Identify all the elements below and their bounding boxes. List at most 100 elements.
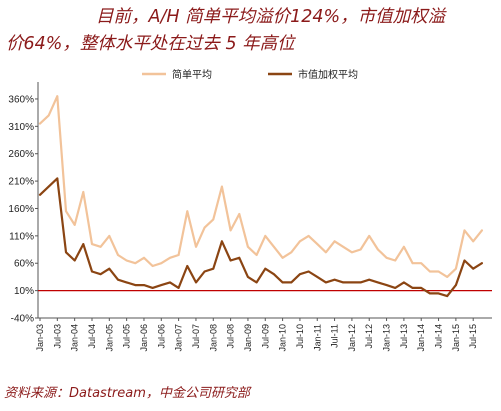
data-point-cap-weighted-average bbox=[186, 265, 189, 267]
headline-line-2: 价64%，整体水平处在过去 5 年高位 bbox=[6, 34, 295, 54]
data-point-simple-average bbox=[39, 122, 41, 125]
y-tick-label: -40% bbox=[11, 314, 34, 325]
data-point-simple-average bbox=[247, 245, 249, 248]
data-point-cap-weighted-average bbox=[91, 270, 93, 273]
data-point-cap-weighted-average bbox=[333, 278, 336, 281]
data-point-cap-weighted-average bbox=[377, 281, 379, 284]
x-tick-label: Jan-07 bbox=[174, 324, 184, 352]
data-point-simple-average bbox=[342, 245, 345, 248]
data-point-simple-average bbox=[333, 240, 336, 243]
data-point-simple-average bbox=[359, 248, 362, 251]
series-line-cap-weighted-average bbox=[38, 177, 483, 298]
data-point-cap-weighted-average bbox=[238, 256, 241, 259]
data-point-cap-weighted-average bbox=[368, 278, 371, 281]
data-point-simple-average bbox=[238, 213, 241, 215]
data-point-simple-average bbox=[143, 256, 145, 259]
data-point-simple-average bbox=[351, 251, 353, 254]
data-point-simple-average bbox=[411, 262, 414, 265]
x-tick-label: Jan-13 bbox=[382, 324, 392, 352]
data-point-cap-weighted-average bbox=[273, 273, 275, 276]
data-point-simple-average bbox=[203, 226, 206, 229]
data-point-cap-weighted-average bbox=[203, 270, 206, 273]
data-point-cap-weighted-average bbox=[264, 267, 267, 270]
data-point-cap-weighted-average bbox=[229, 259, 232, 262]
data-point-cap-weighted-average bbox=[247, 276, 249, 278]
x-tick-label: Jul-03 bbox=[52, 324, 62, 349]
data-point-cap-weighted-average bbox=[299, 273, 301, 276]
x-tick-label: Jul-10 bbox=[295, 324, 305, 349]
data-point-cap-weighted-average bbox=[402, 281, 405, 284]
data-point-simple-average bbox=[480, 229, 483, 232]
series-line-simple-average bbox=[38, 95, 483, 278]
x-tick-label: Jul-04 bbox=[87, 324, 97, 349]
data-point-cap-weighted-average bbox=[428, 292, 431, 295]
data-point-cap-weighted-average bbox=[316, 276, 319, 278]
data-point-simple-average bbox=[65, 210, 67, 213]
data-point-cap-weighted-average bbox=[151, 286, 154, 289]
data-point-cap-weighted-average bbox=[73, 259, 76, 262]
data-point-cap-weighted-average bbox=[437, 292, 440, 295]
data-point-simple-average bbox=[125, 259, 128, 262]
data-point-simple-average bbox=[177, 254, 180, 256]
data-point-simple-average bbox=[368, 234, 371, 237]
data-point-simple-average bbox=[377, 248, 379, 251]
data-point-simple-average bbox=[186, 210, 189, 213]
x-tick-label: Jan-14 bbox=[416, 324, 426, 352]
data-point-cap-weighted-average bbox=[82, 243, 85, 245]
data-point-cap-weighted-average bbox=[351, 281, 353, 284]
x-tick-label: Jul-05 bbox=[122, 324, 132, 349]
y-tick-label: 360% bbox=[8, 94, 34, 105]
data-point-simple-average bbox=[255, 254, 258, 256]
data-point-cap-weighted-average bbox=[281, 281, 284, 284]
x-tick-label: Jul-06 bbox=[156, 324, 166, 349]
data-point-simple-average bbox=[108, 234, 111, 237]
data-point-simple-average bbox=[402, 245, 405, 248]
source-note: 资料来源：Datastream，中金公司研究部 bbox=[4, 386, 250, 401]
data-point-simple-average bbox=[47, 114, 50, 117]
data-point-cap-weighted-average bbox=[134, 284, 137, 287]
x-tick-label: Jan-15 bbox=[451, 324, 461, 352]
data-point-cap-weighted-average bbox=[56, 177, 59, 180]
x-tick-label: Jul-14 bbox=[434, 324, 444, 349]
data-point-simple-average bbox=[134, 262, 137, 265]
headline: 目前，A/H 简单平均溢价124%，市值加权溢 价64%，整体水平处在过去 5 … bbox=[6, 4, 496, 58]
data-point-simple-average bbox=[212, 218, 215, 221]
data-point-simple-average bbox=[99, 245, 102, 248]
data-point-cap-weighted-average bbox=[47, 185, 50, 188]
x-tick-label: Jan-12 bbox=[347, 324, 357, 352]
data-point-simple-average bbox=[463, 229, 466, 232]
data-point-cap-weighted-average bbox=[125, 281, 128, 284]
y-tick-label: 260% bbox=[8, 149, 34, 160]
data-point-cap-weighted-average bbox=[255, 281, 258, 284]
data-point-cap-weighted-average bbox=[99, 273, 102, 276]
x-tick-label: Jan-09 bbox=[243, 324, 253, 352]
x-tick-label: Jan-05 bbox=[104, 324, 114, 352]
data-point-cap-weighted-average bbox=[221, 240, 223, 243]
data-point-simple-average bbox=[273, 245, 275, 248]
data-point-cap-weighted-average bbox=[420, 286, 423, 289]
data-point-simple-average bbox=[117, 254, 119, 256]
data-point-simple-average bbox=[428, 270, 431, 273]
data-point-simple-average bbox=[169, 256, 171, 259]
data-point-cap-weighted-average bbox=[177, 286, 180, 289]
data-point-simple-average bbox=[446, 276, 449, 278]
data-point-cap-weighted-average bbox=[454, 284, 457, 287]
data-point-simple-average bbox=[316, 243, 319, 245]
data-point-cap-weighted-average bbox=[342, 281, 345, 284]
data-point-simple-average bbox=[420, 262, 423, 265]
data-point-cap-weighted-average bbox=[117, 278, 119, 281]
data-point-simple-average bbox=[385, 256, 388, 259]
data-point-cap-weighted-average bbox=[290, 281, 293, 284]
data-point-simple-average bbox=[160, 262, 163, 265]
data-point-cap-weighted-average bbox=[212, 267, 215, 270]
data-point-simple-average bbox=[73, 224, 76, 226]
data-point-simple-average bbox=[299, 240, 301, 243]
legend-label-weighted: 市值加权平均 bbox=[298, 68, 358, 81]
data-point-cap-weighted-average bbox=[108, 267, 111, 270]
data-point-cap-weighted-average bbox=[307, 270, 310, 273]
data-point-cap-weighted-average bbox=[325, 281, 327, 284]
data-point-cap-weighted-average bbox=[446, 295, 449, 297]
data-point-cap-weighted-average bbox=[169, 281, 171, 284]
data-point-cap-weighted-average bbox=[39, 193, 41, 196]
